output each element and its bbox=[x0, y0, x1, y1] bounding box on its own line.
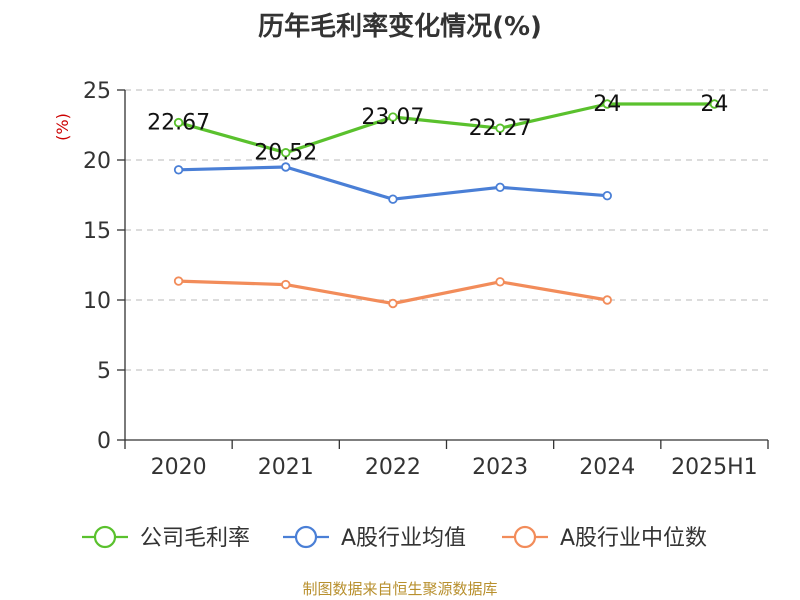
y-tick-label: 5 bbox=[97, 359, 111, 384]
data-point bbox=[388, 112, 398, 122]
x-tick-label: 2024 bbox=[579, 455, 635, 480]
series-1 bbox=[173, 162, 612, 204]
series-lines bbox=[173, 99, 720, 309]
x-tick-label: 2022 bbox=[365, 455, 421, 480]
data-point bbox=[495, 123, 505, 133]
data-point bbox=[495, 277, 505, 287]
data-point bbox=[173, 276, 184, 286]
legend-item-2[interactable]: A股行业中位数 bbox=[502, 525, 707, 551]
data-point bbox=[281, 279, 291, 290]
legend-swatch-marker bbox=[294, 525, 318, 549]
x-tick-label: 2020 bbox=[151, 455, 207, 480]
data-point bbox=[173, 165, 184, 175]
data-point bbox=[388, 194, 398, 204]
y-tick-label: 20 bbox=[83, 149, 111, 174]
legend-label: A股行业均值 bbox=[341, 526, 466, 551]
x-tick-label: 2025H1 bbox=[671, 455, 758, 480]
chart-title: 历年毛利率变化情况(%) bbox=[258, 11, 542, 42]
legend-swatch-marker bbox=[93, 525, 117, 549]
data-point bbox=[281, 148, 291, 158]
grid-lines bbox=[125, 89, 768, 371]
legend-swatch-marker bbox=[513, 525, 537, 549]
data-point bbox=[602, 190, 612, 201]
data-point bbox=[602, 295, 612, 305]
series-0 bbox=[173, 99, 720, 158]
data-point bbox=[281, 162, 291, 172]
data-point bbox=[602, 99, 612, 109]
y-tick-label: 15 bbox=[83, 219, 111, 244]
source-note: 制图数据来自恒生聚源数据库 bbox=[302, 580, 497, 598]
x-tick-label: 2021 bbox=[258, 455, 314, 480]
axes: 0 5 10 15 20 25 2020 2021 2022 2023 2024 2025H1 bbox=[83, 79, 769, 480]
y-tick-label: 10 bbox=[83, 289, 111, 314]
legend-label: A股行业中位数 bbox=[560, 526, 707, 551]
data-labels: 22.67 20.52 23.07 22.27 24 24 bbox=[147, 92, 728, 166]
data-label: 24 bbox=[700, 92, 728, 117]
legend-item-0[interactable]: 公司毛利率 bbox=[82, 525, 250, 551]
data-point bbox=[709, 99, 720, 109]
legend-item-1[interactable]: A股行业均值 bbox=[283, 525, 466, 551]
legend[interactable]: 公司毛利率 A股行业均值 A股行业中位数 bbox=[82, 525, 707, 551]
data-label: 24 bbox=[593, 92, 621, 117]
y-tick-label: 25 bbox=[83, 79, 111, 104]
data-label: 22.27 bbox=[469, 116, 532, 141]
x-tick-label: 2023 bbox=[472, 455, 528, 480]
y-tick-label: 0 bbox=[97, 429, 111, 454]
series-line bbox=[176, 165, 609, 201]
data-point bbox=[388, 298, 398, 309]
legend-label: 公司毛利率 bbox=[140, 526, 250, 551]
data-label: 20.52 bbox=[254, 141, 317, 166]
data-point bbox=[173, 117, 184, 128]
series-2 bbox=[173, 276, 612, 309]
data-label: 23.07 bbox=[361, 105, 424, 130]
y-axis-label: (%) bbox=[53, 113, 72, 141]
data-point bbox=[495, 182, 505, 192]
data-label: 22.67 bbox=[147, 111, 210, 136]
series-line bbox=[176, 102, 717, 155]
